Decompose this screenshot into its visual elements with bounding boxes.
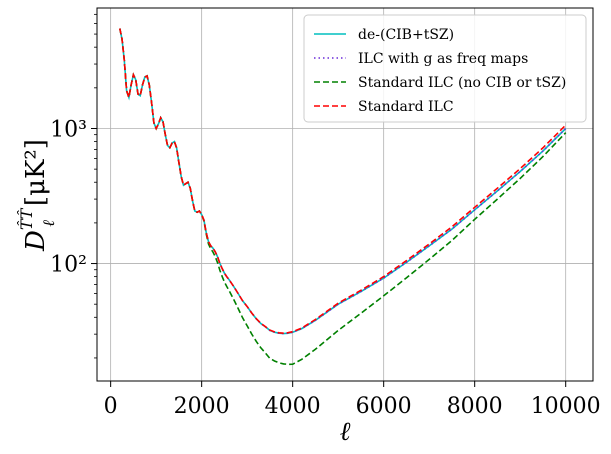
svg-text:DT̂T̂ℓ[μK²]: DT̂T̂ ℓ [μK²] [17,139,58,252]
legend-entry: Standard ILC (no CIB or tSZ) [358,75,566,91]
y-axis-label-base: D [21,230,51,252]
legend-entry: Standard ILC [358,99,454,115]
legend-entry: de-(CIB+tSZ) [358,27,454,43]
legend-box [303,14,587,123]
y-axis-label: DT̂T̂ ℓ [μK²] [17,139,58,252]
y-axis-label-sub: ℓ [39,220,58,227]
x-tick-label: 10000 [531,394,601,419]
y-tick-label: 10³ [50,117,87,142]
series-line [119,28,567,335]
x-tick-label: 8000 [447,394,503,419]
y-axis-label-sup: T̂T̂ [17,207,36,230]
plot-curves [119,28,567,366]
legend: de-(CIB+tSZ) ILC with g as freq maps Stand… [303,14,587,123]
x-tick-label: 0 [104,394,118,419]
y-tick-label: 10² [50,253,87,278]
x-tick-label: 4000 [265,394,321,419]
x-axis-label: ℓ [340,417,351,447]
axis-ticks: 0 2000 4000 6000 8000 10000 10² 10³ [50,13,601,419]
x-tick-label: 2000 [174,394,230,419]
y-axis-label-unit: [μK²] [21,139,51,206]
plot-frame [96,7,594,382]
x-tick-label: 6000 [356,394,412,419]
legend-entry: ILC with g as freq maps [358,51,528,67]
